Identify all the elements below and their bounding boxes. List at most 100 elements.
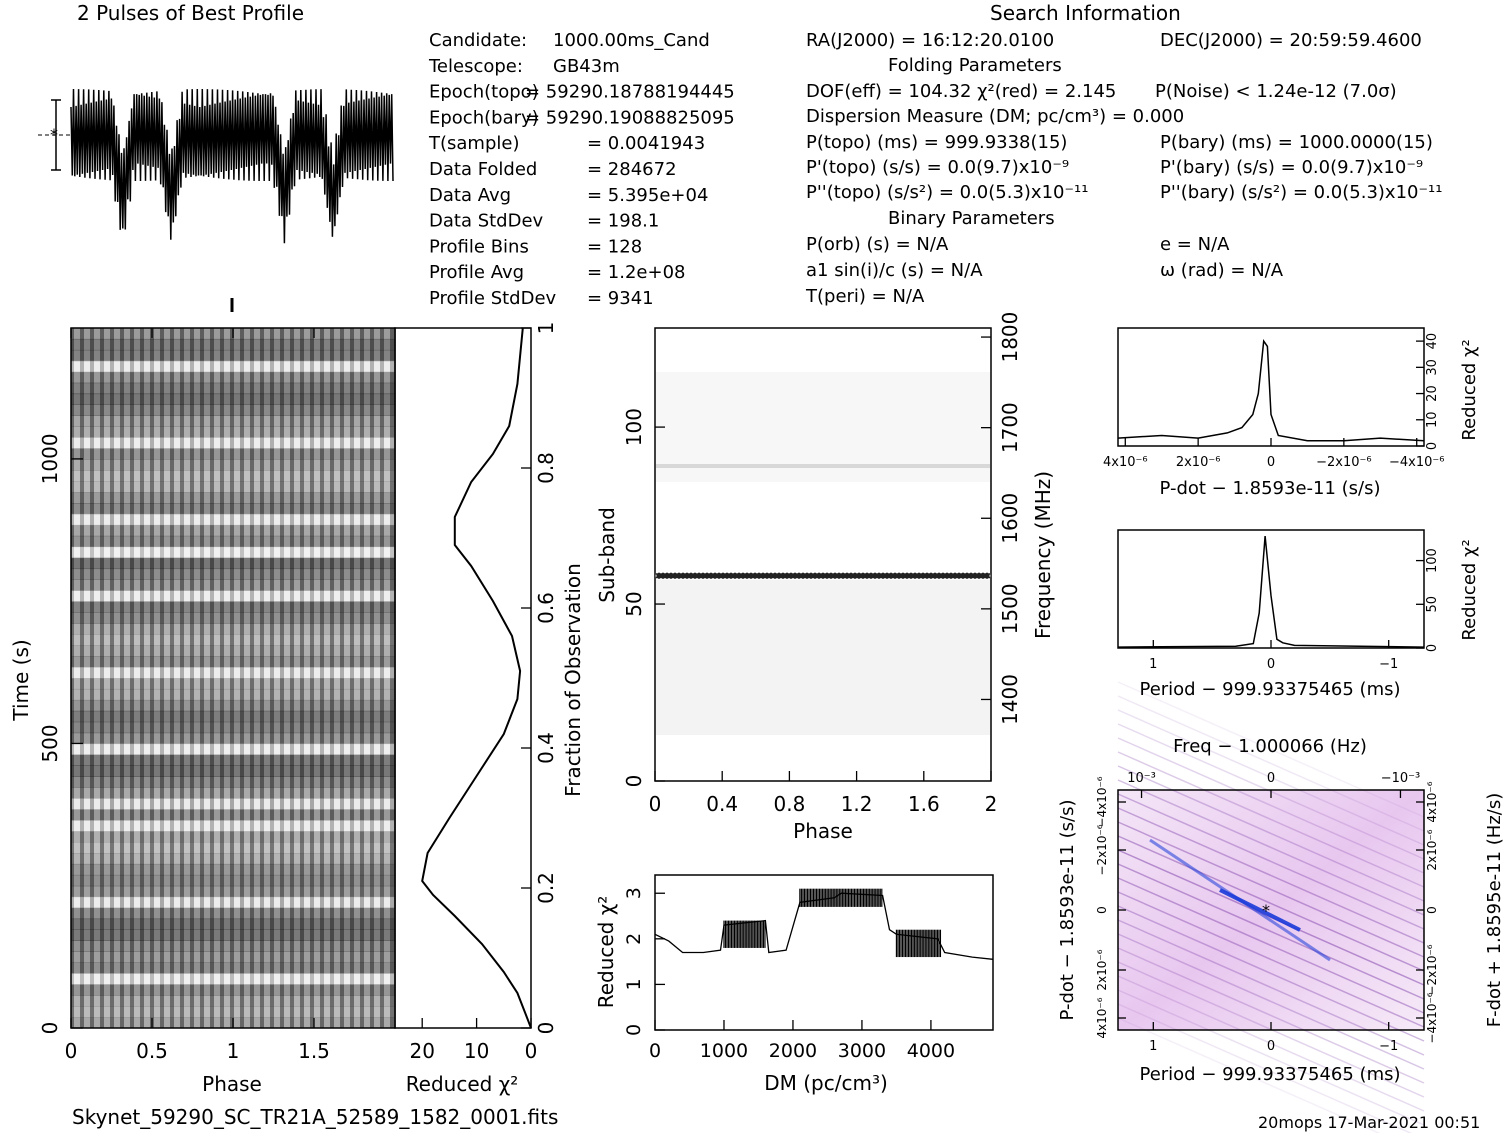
time-phase-row bbox=[71, 853, 395, 865]
search-parameters: RA(J2000) = 16:12:20.0100 DEC(J2000) = 2… bbox=[805, 30, 1442, 307]
time-phase-row bbox=[71, 842, 395, 854]
pp-period-axis-label: Period − 999.93375465 (ms) bbox=[1139, 1064, 1400, 1085]
pdot-axis-label: P-dot − 1.8593e-11 (s/s) bbox=[1159, 478, 1380, 499]
pp-contour bbox=[1117, 863, 1425, 1000]
info-label: Data StdDev bbox=[429, 211, 544, 232]
time-phase-row bbox=[71, 1006, 395, 1018]
pp-contour bbox=[1117, 681, 1425, 818]
chi2-period-line bbox=[1117, 536, 1425, 648]
pp-contour bbox=[1117, 695, 1425, 832]
tick-label: 1700 bbox=[998, 402, 1022, 453]
chi2-pdot-plot: 4x10⁻⁶ 2x10⁻⁶ 0 −2x10⁻⁶ −4x10⁻⁶ 0 10 20 30 40 P-d… bbox=[1103, 327, 1480, 499]
time-phase-row bbox=[71, 688, 395, 701]
time-phase-row bbox=[71, 557, 395, 570]
time-phase-row bbox=[71, 743, 395, 755]
tick-label: 0 bbox=[1425, 906, 1439, 914]
info-value: = 198.1 bbox=[587, 211, 659, 232]
subband-phase-plot: 0 0.4 0.8 1.2 1.6 2 0 50 100 1400 1500 1600 1700 1800… bbox=[595, 312, 1055, 843]
folding-header: Folding Parameters bbox=[888, 55, 1062, 76]
tick-label: 4000 bbox=[907, 1040, 955, 1062]
tick-label: 500 bbox=[38, 724, 62, 762]
chi2-pdot-ylabel: Reduced χ² bbox=[1459, 339, 1480, 440]
time-phase-row bbox=[71, 754, 395, 766]
time-phase-row bbox=[71, 656, 395, 668]
info-value: = 9341 bbox=[587, 288, 654, 309]
time-phase-row bbox=[71, 765, 395, 777]
info-label: Candidate: bbox=[429, 30, 527, 51]
pp-contour bbox=[1117, 835, 1425, 972]
profile-title: 2 Pulses of Best Profile bbox=[77, 1, 304, 25]
time-phase-row bbox=[71, 393, 395, 405]
filename-label: Skynet_59290_SC_TR21A_52589_1582_0001.fi… bbox=[72, 1105, 558, 1129]
pp-contour bbox=[1117, 877, 1425, 1014]
pddot-bary-value: P''(bary) (s/s²) = 0.0(5.3)x10⁻¹¹ bbox=[1160, 182, 1442, 203]
time-phase-row bbox=[71, 459, 395, 471]
pp-pdot-axis-label: P-dot − 1.8593e-11 (s/s) bbox=[1057, 799, 1078, 1020]
time-phase-row bbox=[71, 798, 395, 810]
time-phase-row bbox=[71, 481, 395, 493]
info-value: GB43m bbox=[553, 56, 620, 77]
tick-label: 1.5 bbox=[298, 1039, 330, 1063]
tick-label: −4x10⁻⁶ bbox=[1389, 455, 1444, 470]
subband-phase-xlabel: Phase bbox=[793, 819, 853, 843]
tick-label: 20 bbox=[1425, 385, 1440, 402]
time-phase-row bbox=[71, 503, 395, 515]
tick-label: 2x10⁻⁶ bbox=[1425, 829, 1439, 870]
pp-contour bbox=[1117, 821, 1425, 958]
omega-value: ω (rad) = N/A bbox=[1160, 260, 1284, 281]
subband-axis-label: Sub-band bbox=[595, 507, 619, 603]
pddot-topo-value: P''(topo) (s/s²) = 0.0(5.3)x10⁻¹¹ bbox=[806, 182, 1088, 203]
tick-label: 0.4 bbox=[706, 792, 738, 816]
tick-label: 0 bbox=[649, 1040, 661, 1062]
dm-value: Dispersion Measure (DM; pc/cm³) = 0.000 bbox=[806, 106, 1184, 127]
chi2-dm-ylabel: Reduced χ² bbox=[594, 896, 618, 1009]
tick-label: 1500 bbox=[998, 583, 1022, 634]
tick-label: 0 bbox=[525, 1039, 538, 1063]
time-phase-row bbox=[71, 962, 395, 974]
time-phase-row bbox=[71, 579, 395, 591]
chi2-time-plot: 20 10 0 0 0.2 0.4 0.6 0.8 1 Reduced χ² Fraction … bbox=[394, 322, 585, 1096]
tick-label: 50 bbox=[1425, 596, 1440, 613]
frequency-axis-label: Frequency (MHz) bbox=[1031, 471, 1055, 639]
time-phase-row bbox=[71, 568, 395, 580]
tick-label: 1 bbox=[1149, 657, 1157, 672]
tick-label: 4x10⁻⁶ bbox=[1425, 781, 1439, 822]
tick-label: 2 bbox=[985, 792, 998, 816]
time-phase-row bbox=[71, 426, 395, 438]
tick-label: 1600 bbox=[998, 493, 1022, 544]
time-phase-row bbox=[71, 896, 395, 909]
tick-label: 10 bbox=[1425, 412, 1440, 429]
info-value: = 1.2e+08 bbox=[587, 262, 686, 283]
info-value: = 128 bbox=[587, 236, 642, 257]
tick-label: 0 bbox=[1267, 657, 1275, 672]
sigma-bar: * bbox=[38, 99, 72, 171]
time-phase-row bbox=[71, 601, 395, 613]
time-phase-row bbox=[71, 371, 395, 384]
time-phase-row bbox=[71, 984, 395, 996]
pdot-topo-value: P'(topo) (s/s) = 0.0(9.7)x10⁻⁹ bbox=[806, 157, 1069, 178]
time-phase-row bbox=[71, 492, 395, 504]
tick-label: 1 bbox=[623, 978, 645, 990]
time-phase-plot: 0 0.5 1 1.5 0 500 1000 Time (s) Phase bbox=[9, 298, 396, 1096]
time-phase-row bbox=[71, 349, 395, 362]
profile-line bbox=[70, 88, 394, 244]
info-label: Profile Bins bbox=[429, 236, 529, 257]
pp-contour bbox=[1117, 1017, 1390, 1137]
tick-label: 0 bbox=[623, 1024, 645, 1036]
info-value: = 59290.18788194445 bbox=[525, 82, 735, 103]
time-phase-row bbox=[71, 940, 395, 952]
info-label: Epoch(bary) bbox=[429, 107, 539, 128]
info-label: T(sample) bbox=[428, 133, 519, 154]
time-phase-row bbox=[71, 710, 395, 723]
pp-contour bbox=[1117, 793, 1425, 930]
tperi-value: T(peri) = N/A bbox=[805, 286, 925, 307]
info-label: Telescope: bbox=[428, 56, 523, 77]
tick-label: 3 bbox=[623, 887, 645, 899]
tick-label: 1800 bbox=[998, 312, 1022, 363]
tick-label: 2 bbox=[623, 933, 645, 945]
search-info-title: Search Information bbox=[990, 1, 1181, 25]
tick-label: 1400 bbox=[998, 674, 1022, 725]
porb-value: P(orb) (s) = N/A bbox=[806, 234, 949, 255]
a1sini-value: a1 sin(i)/c (s) = N/A bbox=[806, 260, 983, 281]
profile-plot: * bbox=[38, 88, 394, 244]
